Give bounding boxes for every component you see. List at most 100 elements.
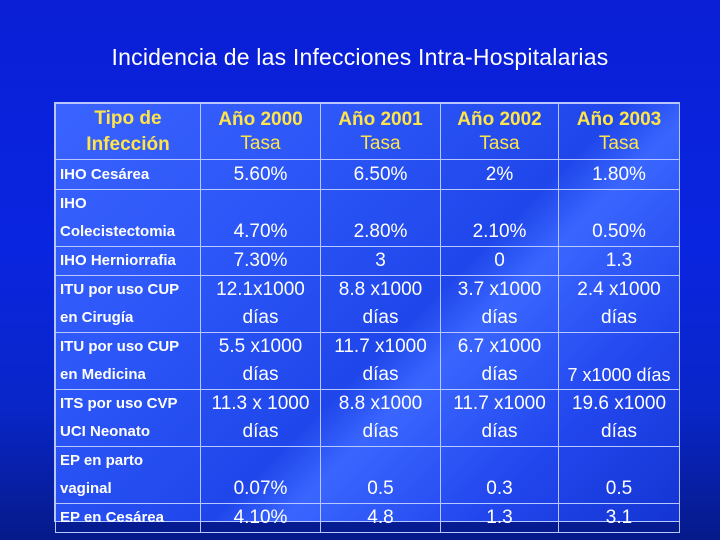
cell: 2.80% (320, 189, 441, 247)
row-label: EP en parto vaginal (55, 446, 201, 504)
row-label: ITS por uso CVP UCI Neonato (55, 389, 201, 447)
cell-line: 3.7 x1000 (457, 279, 542, 300)
cell: 7.30% (200, 246, 321, 276)
cell: 0.07% (200, 446, 321, 504)
cell: 0 (440, 246, 559, 276)
table-row: IHO Colecistectomia 4.70% 2.80% 2.10% 0.… (55, 189, 680, 247)
cell: 5.60% (200, 159, 321, 190)
cell-line (559, 333, 679, 361)
row-label-line: ITU por uso CUP (60, 281, 180, 298)
year-header-2003: Año 2003 Tasa (558, 103, 680, 160)
cell-line: 11.7 x1000 (334, 336, 427, 357)
cell-line: 0.5 (367, 478, 394, 499)
row-label: ITU por uso CUP en Cirugía (55, 275, 201, 333)
cell-line: 5.5 x1000 (218, 336, 303, 357)
cell: 4.10% (200, 503, 321, 533)
table-row: ITU por uso CUP en Cirugía 12.1x1000 días… (55, 275, 680, 333)
cell: 3 (320, 246, 441, 276)
row-label-line: ITU por uso CUP (60, 338, 180, 355)
cell-line: días (481, 307, 518, 328)
cell-line: días (362, 307, 399, 328)
year-header-2000: Año 2000 Tasa (200, 103, 321, 160)
cell: 3.7 x1000 días (440, 275, 559, 333)
cell: 4.70% (200, 189, 321, 247)
cell-line: 19.6 x1000 (571, 393, 667, 414)
cell: 6.7 x1000 días (440, 332, 559, 390)
slide-title: Incidencia de las Infecciones Intra-Hosp… (111, 44, 609, 70)
cell: 0.3 (440, 446, 559, 504)
cell: 2% (440, 159, 559, 190)
cell-line: días (481, 364, 518, 385)
cell: 1.3 (558, 246, 680, 276)
cell: 19.6 x1000 días (558, 389, 680, 447)
cell: 12.1x1000 días (200, 275, 321, 333)
rate-label: Tasa (360, 132, 401, 154)
year-header-2001: Año 2001 Tasa (320, 103, 441, 160)
cell: 11.7 x1000 días (440, 389, 559, 447)
year-label: Año 2002 (457, 108, 542, 130)
corner-header: Tipo de Infección (55, 103, 201, 160)
rate-label: Tasa (240, 132, 281, 154)
cell-line: días (362, 421, 399, 442)
table-row: ITS por uso CVP UCI Neonato 11.3 x 1000 d… (55, 389, 680, 447)
year-label: Año 2001 (338, 108, 423, 130)
cell-line: 12.1x1000 (216, 279, 305, 300)
row-label-line: IHO (60, 195, 87, 212)
row-label: IHO Colecistectomia (55, 189, 201, 247)
year-label: Año 2000 (218, 108, 303, 130)
cell: 8.8 x1000 días (320, 275, 441, 333)
cell: 8.8 x1000 días (320, 389, 441, 447)
cell-line: días (601, 307, 637, 328)
rate-label: Tasa (479, 132, 520, 154)
header-row: Tipo de Infección Año 2000 Tasa Año 2001… (55, 103, 680, 160)
row-label: IHO Cesárea (55, 159, 201, 190)
cell: 4.8 (320, 503, 441, 533)
row-label-line: EP en parto (60, 452, 144, 469)
cell-line: 0.07% (233, 478, 288, 499)
year-label: Año 2003 (576, 108, 662, 130)
cell: 0.50% (558, 189, 680, 247)
table-row: IHO Cesárea 5.60% 6.50% 2% 1.80% (55, 159, 680, 190)
cell-line: días (242, 364, 279, 385)
table-row: IHO Herniorrafia 7.30% 3 0 1.3 (55, 246, 680, 276)
cell-line: días (362, 364, 399, 385)
row-label-line: vaginal (60, 480, 112, 497)
cell: 3.1 (558, 503, 680, 533)
row-label-line: UCI Neonato (60, 423, 150, 440)
cell: 5.5 x1000 días (200, 332, 321, 390)
cell-line: 2.4 x1000 (577, 279, 661, 300)
row-label: EP en Cesárea (55, 503, 201, 533)
row-label: ITU por uso CUP en Medicina (55, 332, 201, 390)
cell: 11.7 x1000 días (320, 332, 441, 390)
corner-line-1: Tipo de (94, 107, 162, 129)
cell-line: 6.7 x1000 (457, 336, 542, 357)
cell: 0.5 (558, 446, 680, 504)
table-row: ITU por uso CUP en Medicina 5.5 x1000 día… (55, 332, 680, 390)
cell: 1.3 (440, 503, 559, 533)
rate-label: Tasa (598, 132, 640, 154)
row-label-line: ITS por uso CVP (60, 395, 178, 412)
cell-line: días (242, 421, 279, 442)
cell-line: 11.3 x 1000 (211, 393, 310, 414)
cell-line: 7 x1000 días (567, 365, 671, 385)
cell: 1.80% (558, 159, 680, 190)
cell: 0.5 (320, 446, 441, 504)
infection-table: Tipo de Infección Año 2000 Tasa Año 2001… (54, 102, 680, 533)
row-label-line: en Medicina (60, 366, 146, 383)
row-label-line: Colecistectomia (60, 223, 176, 240)
corner-line-2: Infección (86, 133, 170, 155)
cell-line: 0.3 (486, 478, 513, 499)
cell: 2.10% (440, 189, 559, 247)
table-row: EP en parto vaginal 0.07% 0.5 0.3 0.5 (55, 446, 680, 504)
cell: 11.3 x 1000 días (200, 389, 321, 447)
cell-line: 0.5 (605, 478, 633, 499)
cell-line: 11.7 x1000 (453, 393, 546, 414)
cell-line: 8.8 x1000 (338, 393, 423, 414)
cell-line: días (481, 421, 518, 442)
cell: 6.50% (320, 159, 441, 190)
row-label-line: en Cirugía (60, 309, 134, 326)
cell: 2.4 x1000 días (558, 275, 680, 333)
cell-line: días (601, 421, 637, 442)
cell-line: 8.8 x1000 (338, 279, 423, 300)
cell-line: días (242, 307, 279, 328)
